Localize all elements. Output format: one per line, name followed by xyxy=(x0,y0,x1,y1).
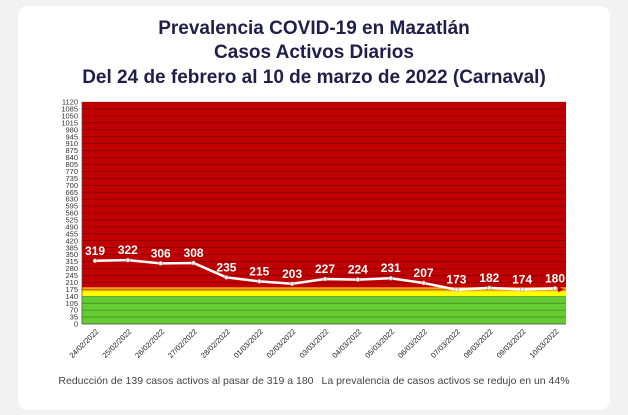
chart-title: Prevalencia COVID-19 en Mazatlán xyxy=(158,18,470,39)
data-label: 203 xyxy=(282,267,302,281)
x-tick-label: 27/02/2022 xyxy=(166,327,199,360)
data-label: 227 xyxy=(315,262,335,276)
data-point xyxy=(355,277,361,282)
data-label: 215 xyxy=(249,264,269,278)
y-tick-label: 490 xyxy=(65,222,78,231)
data-label: 207 xyxy=(414,266,434,280)
data-label: 319 xyxy=(85,244,105,258)
data-point xyxy=(289,281,295,287)
y-tick-label: 350 xyxy=(65,250,78,259)
y-tick-label: 70 xyxy=(70,306,78,315)
x-tick-label: 03/03/2022 xyxy=(298,327,331,360)
data-label: 224 xyxy=(348,263,368,277)
y-tick-label: 385 xyxy=(65,243,78,252)
x-tick-label: 04/03/2022 xyxy=(330,327,363,360)
y-tick-label: 910 xyxy=(65,139,78,148)
y-tick-label: 175 xyxy=(65,285,78,294)
data-point xyxy=(421,280,426,286)
y-tick-label: 980 xyxy=(65,125,78,134)
y-tick-label: 875 xyxy=(65,146,78,155)
y-tick-label: 420 xyxy=(65,236,78,245)
data-label: 231 xyxy=(381,261,401,275)
zone-green xyxy=(82,296,566,324)
chart-subtitle: Casos Activos Diarios xyxy=(214,42,414,63)
x-tick-label: 02/03/2022 xyxy=(265,327,298,360)
data-label: 308 xyxy=(184,246,204,260)
data-point xyxy=(158,261,164,266)
x-tick-label: 25/02/2022 xyxy=(100,327,133,360)
x-tick-label: 09/03/2022 xyxy=(495,327,528,360)
y-tick-label: 665 xyxy=(65,188,78,197)
y-tick-label: 140 xyxy=(65,292,78,301)
y-tick-label: 700 xyxy=(65,181,78,190)
y-tick-label: 1120 xyxy=(62,98,78,107)
y-axis: 0357010514017521024528031535038542045549… xyxy=(61,98,78,329)
data-point xyxy=(191,260,196,266)
y-tick-label: 245 xyxy=(65,271,78,280)
x-tick-label: 08/03/2022 xyxy=(462,327,495,360)
x-tick-label: 01/03/2022 xyxy=(232,327,265,360)
x-tick-label: 10/03/2022 xyxy=(528,327,561,360)
data-point xyxy=(224,275,229,280)
y-tick-label: 805 xyxy=(65,160,78,169)
data-points xyxy=(92,257,558,293)
data-label: 235 xyxy=(216,260,236,274)
y-tick-label: 1085 xyxy=(61,105,78,114)
data-point xyxy=(454,287,459,293)
chart-date-range: Del 24 de febrero al 10 de marzo de 2022… xyxy=(82,67,546,88)
x-tick-label: 26/02/2022 xyxy=(133,327,166,360)
data-label: 306 xyxy=(151,246,171,260)
data-point xyxy=(552,286,558,291)
gridlines xyxy=(82,101,566,325)
y-tick-label: 0 xyxy=(74,320,78,329)
y-tick-label: 560 xyxy=(65,209,78,218)
y-tick-label: 595 xyxy=(65,202,78,211)
y-tick-label: 1015 xyxy=(61,118,78,127)
y-tick-label: 105 xyxy=(65,299,78,308)
data-point xyxy=(125,257,131,263)
x-tick-label: 06/03/2022 xyxy=(396,327,429,360)
x-axis: 24/02/2022 25/02/2022 26/02/2022 27/02/2022… xyxy=(68,327,561,360)
data-point xyxy=(256,279,262,284)
y-tick-label: 315 xyxy=(65,257,78,266)
x-tick-label: 24/02/2022 xyxy=(68,327,101,360)
data-label: 180 xyxy=(545,271,565,285)
zone-orange xyxy=(82,287,566,292)
data-label: 174 xyxy=(512,273,532,287)
y-tick-label: 630 xyxy=(65,195,78,204)
end-arrow-icon xyxy=(558,286,564,293)
x-tick-label: 28/02/2022 xyxy=(199,327,232,360)
data-labels: 319 322 306 308 235 215 203 227 224 231 207 173 182 1… xyxy=(85,243,565,287)
y-tick-label: 35 xyxy=(70,313,78,322)
data-point xyxy=(519,287,525,292)
data-label: 182 xyxy=(479,271,499,285)
data-label: 173 xyxy=(446,273,466,287)
data-point xyxy=(322,276,328,282)
data-label: 322 xyxy=(118,243,138,257)
y-tick-label: 455 xyxy=(65,229,78,238)
data-point xyxy=(388,275,394,281)
data-point xyxy=(486,285,492,291)
footer-percent-note: La prevalencia de casos activos se reduj… xyxy=(321,375,570,387)
y-tick-label: 1050 xyxy=(61,111,78,120)
y-tick-label: 210 xyxy=(65,278,78,287)
y-tick-label: 770 xyxy=(65,167,78,176)
y-tick-label: 280 xyxy=(65,264,78,273)
y-tick-label: 840 xyxy=(65,153,78,162)
chart-footer: Reducción de 139 casos activos al pasar … xyxy=(0,375,628,387)
y-tick-label: 735 xyxy=(65,174,78,183)
x-tick-label: 07/03/2022 xyxy=(429,327,462,360)
zone-red xyxy=(82,102,566,288)
footer-reduction-note: Reducción de 139 casos activos al pasar … xyxy=(58,375,314,387)
y-tick-label: 945 xyxy=(65,132,78,141)
y-tick-label: 525 xyxy=(65,216,78,225)
x-tick-label: 05/03/2022 xyxy=(363,327,396,360)
data-point xyxy=(92,258,98,264)
zone-yellow xyxy=(82,291,566,297)
